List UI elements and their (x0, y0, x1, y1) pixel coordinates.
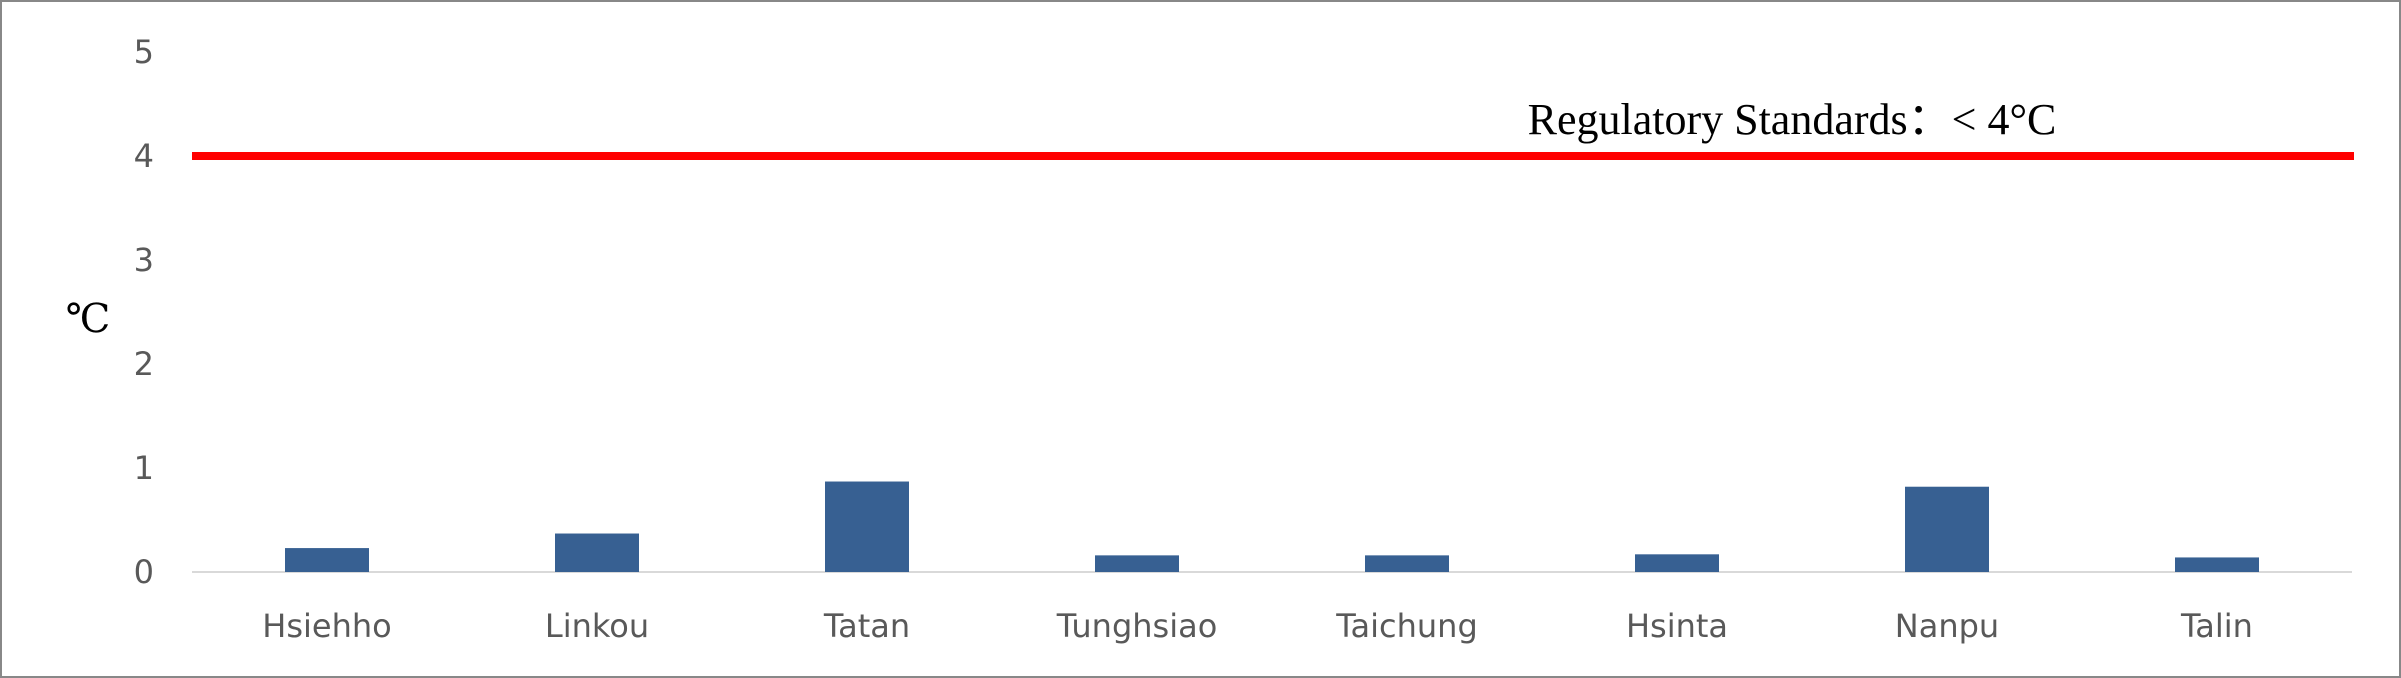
x-axis-ticks: Hsiehho Linkou Tatan Tunghsiao Taichung Hsint… (262, 607, 2253, 645)
bar-linkou (555, 533, 639, 572)
bar-hsinta (1635, 554, 1719, 572)
x-tick-label: Talin (2180, 607, 2253, 645)
y-tick-label: 3 (134, 241, 154, 279)
bar-tunghsiao (1095, 555, 1179, 572)
x-tick-label: Hsinta (1626, 607, 1728, 645)
bars (285, 481, 2259, 572)
bar-taichung (1365, 555, 1449, 572)
x-tick-label: Taichung (1335, 607, 1478, 645)
x-tick-label: Hsiehho (262, 607, 391, 645)
y-tick-label: 0 (134, 553, 154, 591)
x-tick-label: Linkou (545, 607, 649, 645)
y-axis-label: ℃ (66, 296, 111, 342)
x-tick-label: Tatan (823, 607, 910, 645)
y-tick-label: 1 (134, 449, 154, 487)
y-tick-label: 4 (134, 137, 154, 175)
y-axis-ticks: 0 1 2 3 4 5 (134, 33, 154, 591)
regulatory-standard-label: Regulatory Standards：< 4°C (1528, 95, 2057, 144)
bar-nanpu (1905, 486, 1989, 572)
x-tick-label: Tunghsiao (1056, 607, 1218, 645)
bar-hsiehho (285, 548, 369, 572)
y-tick-label: 5 (134, 33, 154, 71)
x-tick-label: Nanpu (1895, 607, 1999, 645)
bar-talin (2175, 557, 2259, 572)
bar-tatan (825, 481, 909, 572)
y-tick-label: 2 (134, 345, 154, 383)
